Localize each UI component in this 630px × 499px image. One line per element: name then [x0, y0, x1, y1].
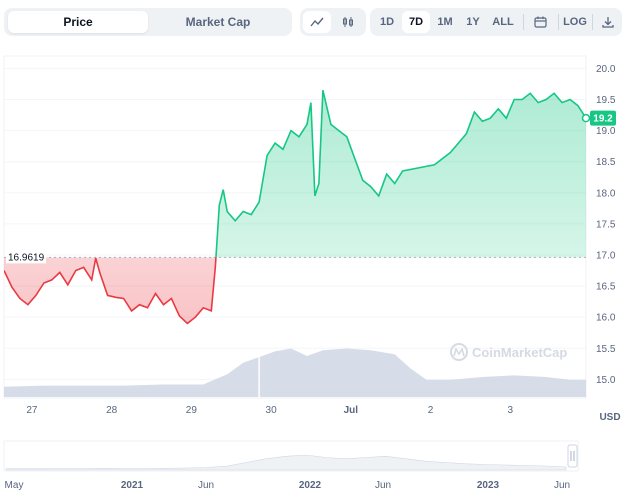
range-all[interactable]: ALL: [492, 16, 514, 28]
current-price-badge: 19.2: [590, 110, 616, 126]
toolbar-divider: [523, 14, 524, 30]
toolbar-divider: [558, 14, 559, 30]
tab-market-cap[interactable]: Market Cap: [185, 15, 251, 29]
y-tick-label: 18.0: [596, 188, 616, 199]
navigator-tick-label: May: [5, 480, 24, 491]
range-navigator[interactable]: May 2021 Jun 2022 Jun 2023 Jun: [0, 439, 630, 499]
price-line-up: [215, 90, 586, 258]
x-tick-label: 30: [266, 405, 278, 416]
navigator-tick-label: Jun: [198, 480, 214, 491]
y-tick-label: 17.5: [596, 219, 616, 230]
metric-toggle: Price Market Cap: [4, 8, 292, 36]
x-tick-label: 29: [186, 405, 198, 416]
y-tick-label: 15.0: [596, 375, 616, 386]
x-tick-label: 28: [106, 405, 118, 416]
svg-text:19.2: 19.2: [593, 114, 613, 125]
navigator-tick-label: Jun: [554, 480, 570, 491]
watermark: CoinMarketCap: [450, 343, 567, 361]
range-7d[interactable]: 7D: [402, 11, 430, 33]
log-scale-button[interactable]: LOG: [563, 16, 587, 28]
y-tick-label: 18.5: [596, 157, 616, 168]
reference-label: 16.9619: [6, 250, 46, 264]
chart-type-toggle: [300, 8, 366, 36]
navigator-area: [5, 454, 567, 471]
volume-area: [4, 348, 586, 397]
price-area-down: [4, 257, 586, 324]
candlestick-icon[interactable]: [334, 11, 362, 33]
navigator-tick-label: Jun: [375, 480, 391, 491]
y-tick-label: 20.0: [596, 64, 616, 75]
y-tick-label: 16.0: [596, 313, 616, 324]
svg-text:16.9619: 16.9619: [8, 252, 45, 263]
navigator-x-axis: May 2021 Jun 2022 Jun 2023 Jun: [5, 480, 571, 491]
price-line-down: [4, 257, 217, 325]
y-tick-label: 19.0: [596, 126, 616, 137]
range-toolbar: 1D 7D 1M 1Y ALL LOG: [370, 8, 622, 36]
navigator-tick-label: 2023: [477, 480, 500, 491]
range-1y[interactable]: 1Y: [466, 16, 480, 28]
x-axis: 27 28 29 30 Jul 2 3: [26, 405, 513, 416]
y-tick-label: 17.0: [596, 250, 616, 261]
range-1m[interactable]: 1M: [437, 16, 453, 28]
y-tick-label: 15.5: [596, 344, 616, 355]
navigator-tick-label: 2021: [121, 480, 144, 491]
chart-toolbar: Price Market Cap 1D 7D 1M 1Y ALL LOG: [4, 8, 626, 38]
volume-bars: [4, 348, 586, 397]
y-axis: 20.0 19.5 19.0 18.5 18.0 17.5 17.0 16.5 16.0 15.5…: [596, 64, 616, 386]
tab-price[interactable]: Price: [8, 11, 148, 33]
line-chart-icon[interactable]: [303, 11, 331, 33]
range-1d[interactable]: 1D: [379, 16, 395, 28]
x-tick-label: 3: [507, 405, 513, 416]
navigator-tick-label: 2022: [299, 480, 322, 491]
navigator-handle[interactable]: [567, 444, 578, 468]
y-tick-label: 19.5: [596, 95, 616, 106]
y-axis-unit: USD: [599, 412, 620, 423]
y-tick-label: 16.5: [596, 282, 616, 293]
current-price-dot: [581, 113, 591, 123]
price-chart[interactable]: CoinMarketCap 16.9619 20.0 19.5 19.0 18.5 18…: [0, 0, 630, 440]
download-icon[interactable]: [594, 11, 622, 33]
toolbar-divider: [592, 14, 593, 30]
calendar-icon[interactable]: [526, 11, 554, 33]
x-tick-label: 2: [428, 405, 434, 416]
x-tick-label: Jul: [344, 405, 359, 416]
watermark-text: CoinMarketCap: [472, 345, 567, 360]
x-tick-label: 27: [26, 405, 38, 416]
